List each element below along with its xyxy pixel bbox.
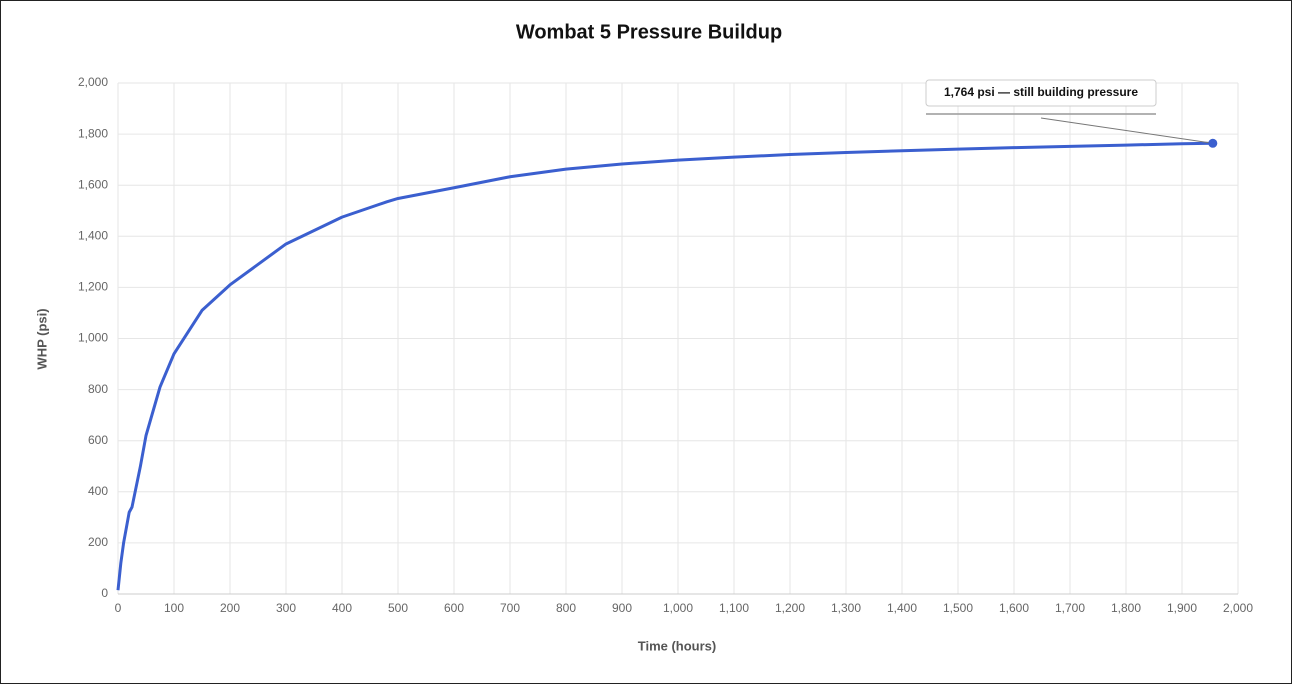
grid	[117, 82, 1239, 595]
y-tick-label: 200	[88, 535, 108, 549]
y-tick-label: 1,400	[78, 228, 108, 242]
annotation-leader	[1040, 117, 1213, 144]
x-tick-label: 0	[115, 601, 122, 615]
x-tick-label: 1,100	[719, 601, 749, 615]
x-tick-label: 800	[556, 601, 576, 615]
x-tick-label: 400	[332, 601, 352, 615]
plot: 1,764 psi — still building pressure	[116, 79, 1218, 591]
x-tick-label: 1,600	[999, 601, 1029, 615]
y-tick-label: 1,800	[78, 126, 108, 140]
y-tick-label: 800	[88, 382, 108, 396]
data-line	[116, 141, 1213, 591]
y-tick-label: 400	[88, 484, 108, 498]
y-tick-label: 1,200	[78, 280, 108, 294]
x-tick-label: 200	[220, 601, 240, 615]
x-tick-label: 500	[388, 601, 408, 615]
y-tick-label: 600	[88, 433, 108, 447]
x-tick-label: 1,700	[1055, 601, 1085, 615]
x-tick-label: 1,000	[663, 601, 693, 615]
x-tick-label: 700	[500, 601, 520, 615]
y-tick-label: 0	[101, 586, 108, 600]
x-tick-label: 2,000	[1223, 601, 1253, 615]
annotation-box	[925, 79, 1157, 107]
annotation-text: 1,764 psi — still building pressure	[944, 85, 1138, 99]
y-tick-label: 1,000	[78, 331, 108, 345]
x-axis-label: Time (hours)	[638, 638, 717, 653]
x-tick-label: 1,500	[943, 601, 973, 615]
x-tick-label: 1,200	[775, 601, 805, 615]
x-tick-label: 900	[612, 601, 632, 615]
chart-title: Wombat 5 Pressure Buildup	[516, 21, 782, 43]
x-tick-label: 100	[164, 601, 184, 615]
y-tick-label: 2,000	[78, 75, 108, 89]
y-axis-label: WHP (psi)	[34, 308, 49, 369]
x-tick-label: 300	[276, 601, 296, 615]
x-tick-label: 1,400	[887, 601, 917, 615]
x-tick-label: 1,300	[831, 601, 861, 615]
x-tick-label: 1,800	[1111, 601, 1141, 615]
y-tick-label: 1,600	[78, 177, 108, 191]
x-tick-label: 1,900	[1167, 601, 1197, 615]
end-point	[1208, 138, 1218, 148]
x-tick-label: 600	[444, 601, 464, 615]
